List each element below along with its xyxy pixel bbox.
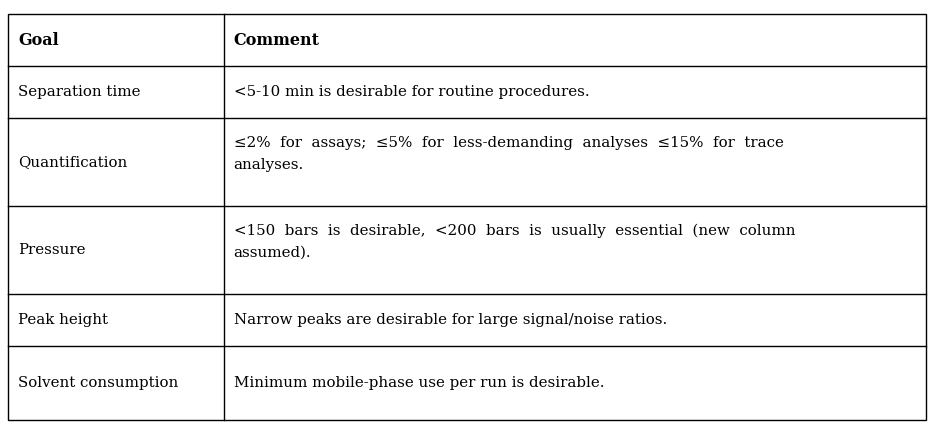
Text: Goal: Goal bbox=[18, 32, 59, 48]
Text: Minimum mobile-phase use per run is desirable.: Minimum mobile-phase use per run is desi… bbox=[234, 376, 604, 390]
Text: ≤2%  for  assays;  ≤5%  for  less-demanding  analyses  ≤15%  for  trace: ≤2% for assays; ≤5% for less-demanding a… bbox=[234, 136, 784, 150]
Text: Peak height: Peak height bbox=[18, 313, 108, 327]
Text: Quantification: Quantification bbox=[18, 155, 127, 169]
Text: assumed).: assumed). bbox=[234, 246, 311, 260]
Text: Solvent consumption: Solvent consumption bbox=[18, 376, 178, 390]
Text: <5-10 min is desirable for routine procedures.: <5-10 min is desirable for routine proce… bbox=[234, 85, 589, 99]
Text: Narrow peaks are desirable for large signal/noise ratios.: Narrow peaks are desirable for large sig… bbox=[234, 313, 667, 327]
Text: analyses.: analyses. bbox=[234, 158, 304, 172]
Text: Separation time: Separation time bbox=[18, 85, 140, 99]
Text: Comment: Comment bbox=[234, 32, 319, 48]
Text: Pressure: Pressure bbox=[18, 243, 86, 257]
Text: <150  bars  is  desirable,  <200  bars  is  usually  essential  (new  column: <150 bars is desirable, <200 bars is usu… bbox=[234, 224, 795, 238]
